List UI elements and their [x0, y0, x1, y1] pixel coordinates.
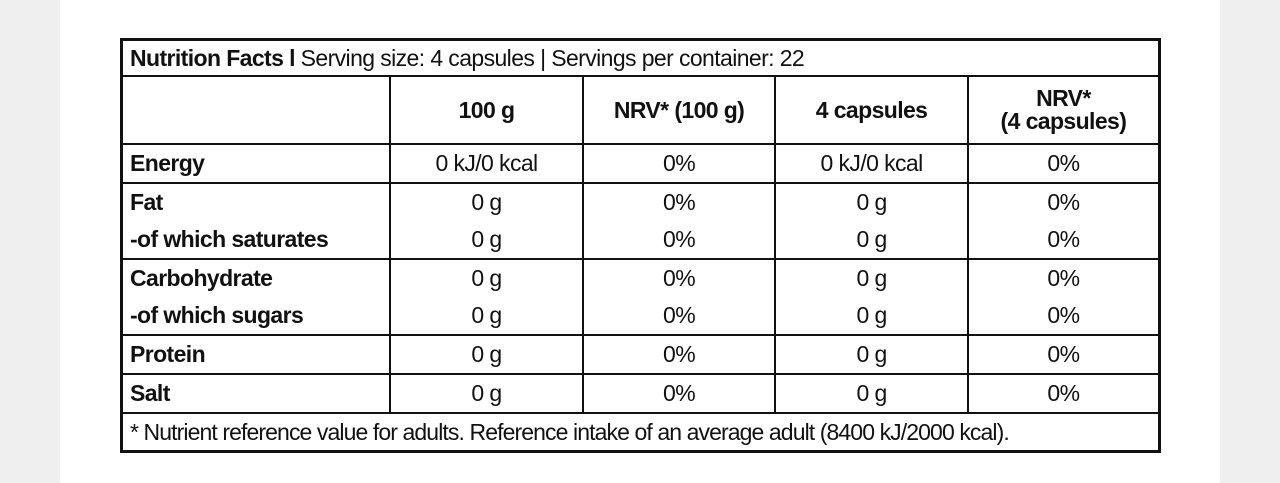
value-per-4-capsules: 0 g — [775, 297, 969, 336]
nutrient-name: Protein — [121, 335, 392, 375]
nutrient-name: Salt — [121, 374, 392, 414]
table-title-row: Nutrition Facts l Serving size: 4 capsul… — [121, 39, 1160, 77]
header-per-100g: 100 g — [390, 76, 584, 145]
value-nrv-4-capsules: 0% — [967, 144, 1160, 184]
value-nrv-100g: 0% — [582, 335, 777, 375]
table-row: Fat 0 g 0% 0 g 0% — [121, 183, 1160, 221]
value-per-100g: 0 g — [390, 183, 584, 221]
table-row: -of which saturates 0 g 0% 0 g 0% — [121, 221, 1160, 260]
value-nrv-4-capsules: 0% — [1047, 265, 1080, 291]
value-nrv-100g: 0% — [582, 297, 777, 336]
header-nrv-100g: NRV* (100 g) — [582, 76, 777, 145]
value-nrv-4-capsules: 0% — [967, 374, 1160, 414]
table-title-strong: Nutrition Facts l — [130, 44, 295, 71]
value-per-100g: 0 g — [390, 259, 584, 297]
value-per-100g: 0 g — [390, 374, 584, 414]
value-per-100g: 0 kJ/0 kcal — [390, 144, 584, 184]
header-nrv-4-capsules-line2: (4 capsules) — [1000, 108, 1127, 134]
value-per-4-capsules: 0 g — [775, 259, 969, 297]
nutrient-name: Carbohydrate — [121, 259, 392, 297]
value-nrv-100g: 0% — [582, 221, 777, 260]
table-header-row: 100 g NRV* (100 g) 4 capsules NRV* (4 ca… — [121, 76, 1160, 145]
value-nrv-4-capsules: 0% — [1047, 189, 1080, 215]
nutrient-name: Energy — [121, 144, 392, 184]
value-nrv-100g: 0% — [582, 374, 777, 414]
value-per-4-capsules: 0 g — [775, 221, 969, 260]
nutrient-name: -of which sugars — [121, 297, 392, 336]
nutrient-name: -of which saturates — [121, 221, 392, 260]
value-per-100g: 0 g — [390, 221, 584, 260]
table-row: Carbohydrate 0 g 0% 0 g 0% — [121, 259, 1160, 297]
value-nrv-100g: 0% — [582, 183, 777, 221]
value-nrv-4-capsules: 0% — [967, 297, 1160, 336]
header-nrv-4-capsules: NRV* (4 capsules) — [967, 76, 1160, 145]
header-per-4-capsules: 4 capsules — [775, 76, 969, 145]
value-per-100g: 0 g — [390, 335, 584, 375]
value-per-4-capsules: 0 kJ/0 kcal — [775, 144, 969, 184]
value-per-4-capsules: 0 g — [775, 374, 969, 414]
header-blank — [121, 76, 392, 145]
nutrition-facts-table: Nutrition Facts l Serving size: 4 capsul… — [120, 38, 1161, 453]
table-footnote-row: * Nutrient reference value for adults. R… — [122, 413, 1160, 452]
value-nrv-100g: 0% — [582, 259, 777, 297]
nutrient-name: Fat — [121, 183, 392, 221]
value-per-4-capsules: 0 g — [775, 335, 969, 375]
table-row: Energy 0 kJ/0 kcal 0% 0 kJ/0 kcal 0% — [121, 144, 1160, 184]
table-row: Salt 0 g 0% 0 g 0% — [121, 374, 1160, 414]
table-row: Protein 0 g 0% 0 g 0% — [121, 335, 1160, 375]
table-title: Nutrition Facts l Serving size: 4 capsul… — [121, 39, 1160, 77]
header-nrv-4-capsules-line1: NRV* — [1036, 85, 1091, 111]
value-nrv-4-capsules: 0% — [967, 335, 1160, 375]
value-nrv-4-capsules: 0% — [967, 221, 1160, 260]
table-row: -of which sugars 0 g 0% 0 g 0% — [121, 297, 1160, 336]
table-title-details: Serving size: 4 capsules | Servings per … — [294, 44, 805, 71]
value-per-4-capsules: 0 g — [775, 183, 969, 221]
table-footnote: * Nutrient reference value for adults. R… — [130, 418, 1010, 445]
value-per-100g: 0 g — [390, 297, 584, 336]
value-nrv-100g: 0% — [582, 144, 777, 184]
